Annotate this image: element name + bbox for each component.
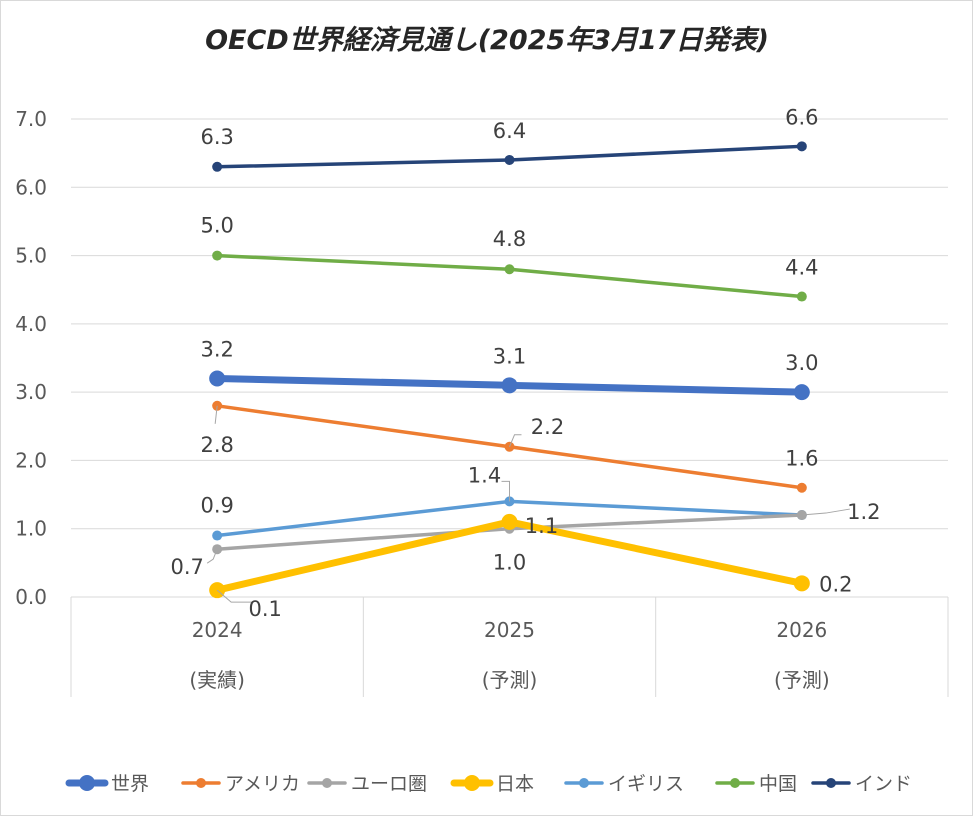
data-label: 1.0 [493, 551, 526, 575]
data-label: 3.0 [785, 351, 818, 375]
leader-line [216, 589, 254, 603]
legend-label: 日本 [496, 773, 534, 795]
legend-marker [464, 775, 480, 791]
data-label: 2.8 [200, 433, 233, 457]
data-point [504, 154, 515, 165]
legend-label: アメリカ [225, 773, 300, 795]
x-tick-sublabel: (予測) [482, 668, 538, 692]
data-point [796, 141, 807, 152]
series-lines [209, 141, 810, 599]
x-tick-label: 2024 [192, 618, 243, 642]
legend-label: イギリス [608, 773, 684, 795]
y-tick-label: 6.0 [15, 175, 47, 199]
legend-marker [730, 778, 740, 788]
legend-label: ユーロ圏 [351, 773, 427, 795]
legend-marker [322, 778, 332, 788]
data-label: 1.2 [847, 500, 880, 524]
data-label: 5.0 [200, 214, 233, 238]
y-tick-label: 1.0 [15, 517, 47, 541]
data-point [796, 291, 807, 302]
y-tick-label: 5.0 [15, 244, 47, 268]
chart-title: OECD世界経済見通し(2025年3月17日発表) [205, 25, 769, 56]
data-label: 4.8 [493, 227, 526, 251]
data-point [212, 530, 223, 541]
legend-label: 世界 [111, 773, 149, 795]
y-tick-label: 2.0 [15, 448, 47, 472]
data-point [209, 370, 226, 387]
data-label: 1.6 [785, 447, 818, 471]
legend-marker [79, 775, 95, 791]
data-label: 1.1 [525, 514, 558, 538]
x-tick-sublabel: (予測) [774, 668, 830, 692]
data-label: 0.9 [200, 494, 233, 518]
data-point [504, 264, 515, 275]
data-label: 3.2 [200, 337, 233, 361]
legend: 世界 アメリカ ユーロ圏 日本 イギリス 中国 インド [65, 773, 912, 795]
leader-line [214, 405, 218, 424]
data-label: 6.6 [785, 105, 818, 129]
data-label: 6.3 [200, 125, 233, 149]
data-label: 3.1 [493, 344, 526, 368]
data-point [793, 575, 810, 592]
leader-line [206, 549, 218, 564]
data-label: 4.4 [785, 256, 818, 280]
data-point [212, 250, 223, 261]
data-point [793, 384, 810, 401]
legend-marker [826, 778, 836, 788]
legend-label: 中国 [759, 773, 797, 795]
x-tick-label: 2026 [776, 618, 827, 642]
data-label: 0.1 [248, 597, 281, 621]
y-tick-label: 4.0 [15, 312, 47, 336]
data-point [796, 482, 807, 493]
data-label: 6.4 [493, 119, 526, 143]
series-line [215, 253, 804, 299]
y-tick-label: 0.0 [15, 585, 47, 609]
y-tick-label: 3.0 [15, 380, 47, 404]
data-label: 1.4 [468, 463, 501, 487]
legend-marker [196, 778, 206, 788]
data-label: 2.2 [531, 415, 564, 439]
leader-line [509, 434, 522, 447]
x-tick-sublabel: (実績) [189, 668, 245, 692]
data-point [212, 161, 223, 172]
data-label: 0.2 [819, 572, 852, 596]
leader-line [501, 480, 510, 502]
data-point [501, 377, 518, 394]
legend-label: インド [855, 773, 912, 795]
data-labels: 3.2 3.1 3.0 2.8 2.2 1.6 0.7 1.0 1.2 0.1 1.1 0.2 0.9 1… [170, 105, 880, 621]
axes: 0.0 1.0 2.0 3.0 4.0 5.0 6.0 7.0 2024 (実績) 2025 (予測)… [15, 107, 949, 697]
legend-marker [579, 778, 589, 788]
data-label: 0.7 [170, 555, 203, 579]
y-tick-label: 7.0 [15, 107, 47, 131]
leader-line [801, 508, 850, 516]
x-tick-label: 2025 [484, 618, 535, 642]
data-point [501, 513, 518, 530]
